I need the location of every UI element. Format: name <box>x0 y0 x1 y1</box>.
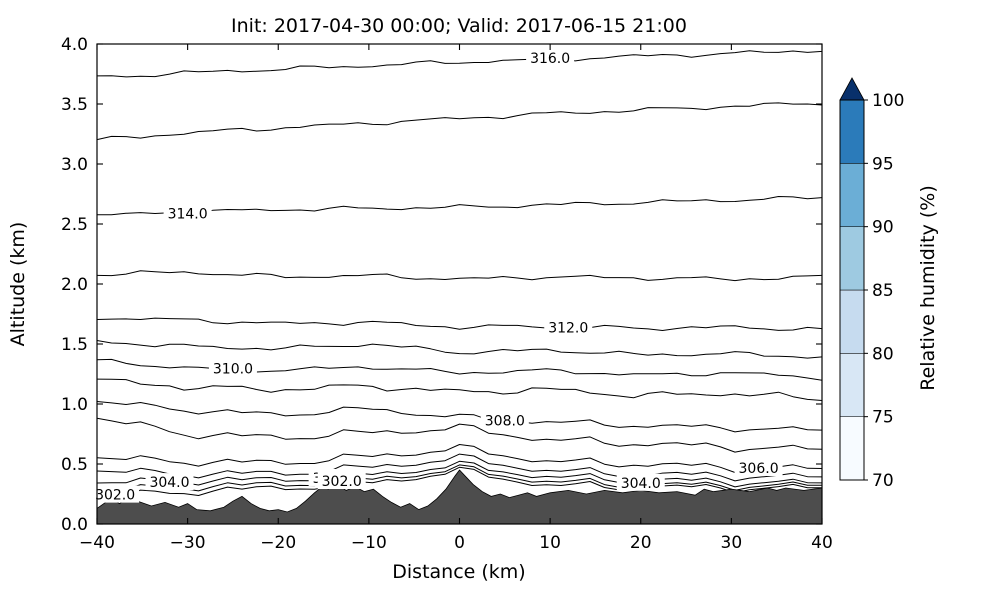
contour-lines <box>96 50 823 497</box>
x-tick-label: −10 <box>351 533 387 553</box>
contour-label-bg <box>734 459 783 477</box>
x-tick-label: −30 <box>170 533 206 553</box>
y-tick-label: 0.5 <box>61 455 88 475</box>
contour-label-bg <box>616 473 665 491</box>
contour-line-309 <box>96 378 823 401</box>
colorbar-segment-80-85 <box>839 289 865 354</box>
colorbar-tick-label: 90 <box>872 218 894 238</box>
contour-label: 306.0 <box>739 461 779 477</box>
contour-line-314 <box>97 196 823 216</box>
contour-line-304 <box>96 460 823 488</box>
contour-line-306 <box>96 444 823 473</box>
contour-label: 302.0 <box>95 488 135 504</box>
x-tick-label: −40 <box>79 533 115 553</box>
colorbar-segment-75-80 <box>839 353 865 417</box>
colorbar-segment-95-100 <box>839 99 865 164</box>
contour-line-307 <box>96 417 823 453</box>
contour-line-311 <box>96 340 823 359</box>
terrain <box>96 469 823 525</box>
colorbar-tick-label: 100 <box>872 91 904 111</box>
colorbar-tick-label: 80 <box>872 344 894 364</box>
colorbar-segment-90-95 <box>839 163 865 227</box>
contour-line-313 <box>96 270 823 282</box>
x-tick-label: 40 <box>811 533 833 553</box>
contour-label-bg <box>145 473 194 491</box>
y-tick-label: 0.0 <box>61 515 88 535</box>
x-tick-label: 0 <box>454 533 465 553</box>
colorbar-tick-label: 95 <box>872 154 894 174</box>
contour-line-305 <box>96 453 823 482</box>
plot-frame <box>96 43 823 525</box>
axes: −40 −30 −20 −10 0 10 20 30 400.00.51.01.52.02.53… <box>61 35 833 553</box>
colorbar-segment-85-90 <box>839 226 865 291</box>
contour-label-bg <box>526 49 575 67</box>
contour-label: 310.0 <box>213 362 253 378</box>
y-tick-label: 1.0 <box>61 395 88 415</box>
contour-line-312 <box>96 317 823 331</box>
contour-label-bg <box>208 359 257 377</box>
contour-label-bg <box>317 471 366 489</box>
colorbar-over-arrow <box>839 77 865 101</box>
contour-label-bg <box>163 204 212 222</box>
colorbar: 70 75 80 85 90 95 100 <box>839 77 904 491</box>
contour-label: 314.0 <box>168 206 208 222</box>
contour-line-310 <box>96 358 823 381</box>
contour-line-302 <box>96 466 822 497</box>
x-tick-label: −20 <box>260 533 296 553</box>
contour-label-bg <box>544 318 593 336</box>
contour-label: 316.0 <box>530 51 570 67</box>
terrain-profile <box>96 469 823 525</box>
y-tick-label: 2.0 <box>61 275 88 295</box>
contour-label: 312.0 <box>548 320 588 336</box>
x-tick-label: 20 <box>630 533 652 553</box>
x-axis-label: Distance (km) <box>392 561 525 583</box>
contour-label: 308.0 <box>485 414 525 430</box>
contour-labels: 316.0 314.0 312.0 310.0 308.0 306.0 304.0 304.0… <box>91 49 783 504</box>
contour-line-303 <box>96 464 822 492</box>
colorbar-tick-label: 75 <box>872 408 894 428</box>
colorbar-segment-70-75 <box>839 416 865 481</box>
colorbar-tick-label: 70 <box>872 471 894 491</box>
y-tick-label: 3.0 <box>61 155 88 175</box>
y-tick-label: 3.5 <box>61 95 88 115</box>
plot-title: Init: 2017-04-30 00:00; Valid: 2017-06-1… <box>231 15 687 37</box>
contour-label: 304.0 <box>621 476 661 492</box>
y-tick-label: 4.0 <box>61 35 88 55</box>
contour-label: 302.0 <box>322 474 362 490</box>
contour-label-bg <box>91 485 140 503</box>
y-tick-label: 1.5 <box>61 335 88 355</box>
contour-label-bg <box>480 411 529 429</box>
contour-line-308 <box>96 401 823 433</box>
contour-line-315 <box>96 102 823 141</box>
colorbar-label: Relative humidity (%) <box>917 185 939 390</box>
x-tick-label: 10 <box>539 533 561 553</box>
contour-label: 304.0 <box>149 475 189 491</box>
y-axis-label: Altitude (km) <box>7 222 29 347</box>
x-tick-label: 30 <box>721 533 743 553</box>
colorbar-tick-label: 85 <box>872 281 894 301</box>
contour-line-316 <box>96 50 823 78</box>
y-tick-label: 2.5 <box>61 215 88 235</box>
